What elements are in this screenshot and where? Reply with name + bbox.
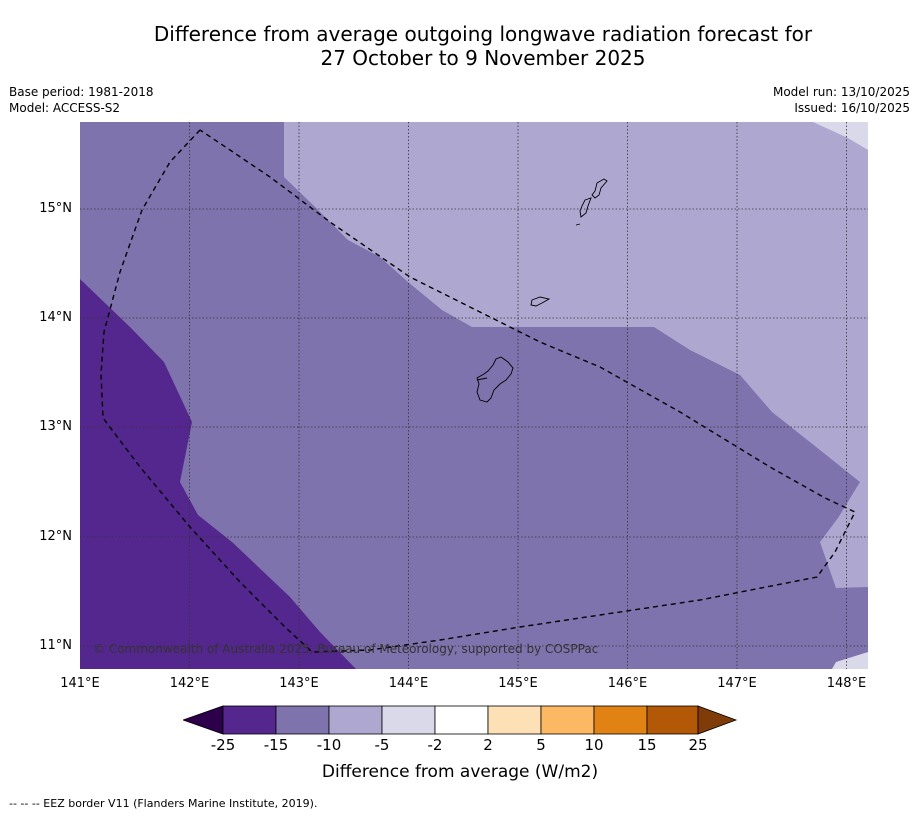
title-line-2: 27 October to 9 November 2025 — [320, 46, 646, 70]
colorbar-extend-low — [181, 705, 224, 735]
colorbar-tick-2: 2 — [483, 736, 493, 754]
lon-label-143e: 143°E — [279, 676, 319, 691]
region-slight-negative — [813, 122, 868, 150]
colorbar — [181, 705, 738, 741]
lon-label-145e: 145°E — [498, 676, 538, 691]
title-line-1: Difference from average outgoing longwav… — [153, 22, 813, 46]
colorbar-tick-15: 15 — [637, 736, 657, 754]
colorbar-label: Difference from average (W/m2) — [321, 762, 599, 782]
guam-island — [476, 356, 514, 403]
gridlines — [80, 122, 868, 669]
island-coastlines — [476, 178, 608, 403]
lon-label-142e: 142°E — [169, 676, 210, 691]
lat-label-13n: 13°N — [39, 419, 72, 434]
map-panel — [80, 122, 868, 669]
colorbar-tick-minus-10: -10 — [316, 736, 342, 754]
colorbar-bin-1 — [222, 705, 277, 735]
aguijan-island — [575, 223, 581, 226]
copyright-notice: © Commonwealth of Australia 2025, Bureau… — [93, 642, 599, 656]
colorbar-bin-3 — [328, 705, 383, 735]
eez-border — [100, 129, 856, 653]
region-moderate-negative — [80, 122, 868, 669]
region-slight-negative-lower — [832, 652, 868, 669]
lon-label-148e: 148°E — [826, 676, 867, 691]
saipan-island — [591, 178, 608, 199]
lat-label-14n: 14°N — [39, 310, 72, 325]
lon-label-146e: 146°E — [607, 676, 648, 691]
lon-label-141e: 141°E — [60, 676, 100, 691]
colorbar-tick-10: 10 — [584, 736, 604, 754]
colorbar-extend-high — [697, 705, 738, 735]
colorbar-bin-4 — [381, 705, 436, 735]
rota-island — [530, 296, 551, 307]
lon-label-147e: 147°E — [717, 676, 757, 691]
model-name: Model: ACCESS-S2 — [9, 101, 121, 115]
tinian-island — [579, 197, 592, 218]
lon-label-144e: 144°E — [388, 676, 429, 691]
colorbar-tick-minus-25: -25 — [210, 736, 236, 754]
chart-title: Difference from average outgoing longwav… — [0, 22, 919, 70]
lat-label-15n: 15°N — [39, 201, 72, 216]
colorbar-tick-5: 5 — [536, 736, 546, 754]
colorbar-tick-minus-5: -5 — [374, 736, 390, 754]
colorbar-tick-minus-15: -15 — [263, 736, 289, 754]
model-run: Model run: 13/10/2025 — [772, 85, 910, 99]
colorbar-bin-8 — [593, 705, 648, 735]
colorbar-tick-minus-2: -2 — [427, 736, 443, 754]
colorbar-bin-7 — [540, 705, 595, 735]
eez-footnote: -- -- -- EEZ border V11 (Flanders Marine… — [9, 797, 318, 810]
colorbar-tick-25: 25 — [688, 736, 708, 754]
lat-label-12n: 12°N — [39, 529, 72, 544]
region-strong-negative — [80, 279, 356, 669]
colorbar-bin-5 — [434, 705, 489, 735]
meta-right: Model run: 13/10/2025 Issued: 16/10/2025 — [773, 84, 910, 116]
issued-date: Issued: 16/10/2025 — [794, 101, 910, 115]
colorbar-bin-6 — [487, 705, 542, 735]
base-period: Base period: 1981-2018 — [9, 85, 154, 99]
colorbar-bin-2 — [275, 705, 330, 735]
meta-left: Base period: 1981-2018 Model: ACCESS-S2 — [9, 84, 154, 116]
colorbar-bin-9 — [646, 705, 699, 735]
guam-reef — [476, 377, 488, 381]
lat-label-11n: 11°N — [39, 638, 72, 653]
